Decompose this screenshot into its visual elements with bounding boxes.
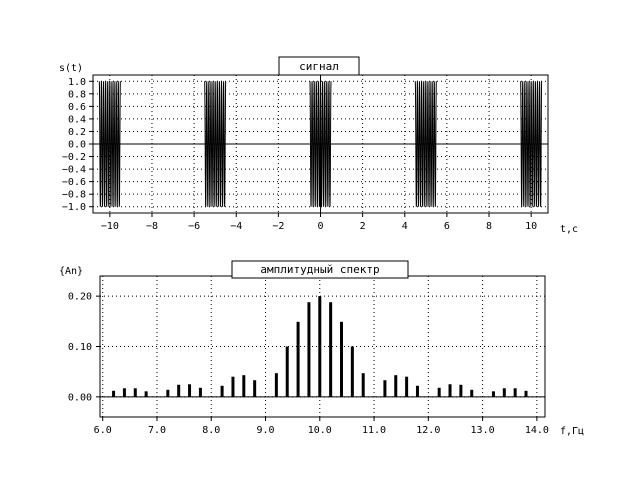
spectrum-bar	[177, 384, 181, 397]
signal-title: сигнал	[299, 60, 339, 73]
spectrum-bar	[296, 321, 300, 397]
signal-x-tick-label: −2	[272, 221, 284, 232]
signal-y-tick-label: −0.4	[62, 165, 86, 176]
spectrum-x-tick-label: 10.0	[308, 425, 332, 436]
spectrum-x-tick-label: 6.0	[94, 425, 112, 436]
spectrum-y-tick-label: 0.20	[68, 292, 92, 303]
spectrum-bar	[329, 302, 333, 397]
spectrum-bars	[112, 296, 528, 397]
spectrum-y-tick-label: 0.00	[68, 392, 92, 403]
spectrum-title-box	[231, 260, 409, 279]
spectrum-bar	[470, 389, 474, 397]
spectrum-y-tick-label: 0.10	[68, 342, 92, 353]
spectrum-bar	[459, 384, 463, 397]
spectrum-bar	[415, 385, 419, 397]
spectrum-x-tick-label: 8.0	[202, 425, 220, 436]
signal-y-tick-label: 0.4	[68, 114, 86, 125]
signal-pulse-burst	[520, 81, 543, 207]
signal-x-tick-label: −10	[101, 221, 119, 232]
signal-y-tick-label: −0.2	[62, 152, 86, 163]
spectrum-title: амплитудный спектр	[260, 263, 379, 276]
spectrum-bar	[394, 375, 398, 397]
spectrum-bar	[318, 296, 322, 397]
signal-y-axis-label: s(t)	[59, 63, 83, 74]
spectrum-bar	[285, 346, 289, 397]
spectrum-bar	[502, 388, 506, 397]
signal-y-tick-label: −1.0	[62, 202, 86, 213]
signal-x-tick-label: −4	[230, 221, 242, 232]
spectrum-x-tick-label: 12.0	[416, 425, 440, 436]
spectrum-bar	[524, 390, 528, 397]
signal-y-tick-label: 0.6	[68, 102, 86, 113]
spectrum-bar	[253, 380, 257, 397]
signal-pulse-burst	[414, 81, 437, 207]
spectrum-bar	[513, 388, 517, 397]
spectrum-bar	[166, 389, 170, 397]
spectrum-x-tick-label: 14.0	[525, 425, 549, 436]
signal-y-tick-label: 1.0	[68, 77, 86, 88]
spectrum-x-tick-label: 7.0	[148, 425, 166, 436]
signal-axes	[93, 75, 548, 213]
signal-y-tick-label: 0.0	[68, 140, 86, 151]
signal-x-tick-label: 6	[444, 221, 450, 232]
signal-y-tick-label: 0.2	[68, 127, 86, 138]
spectrum-bar	[437, 387, 441, 397]
signal-x-tick-label: 0	[317, 221, 323, 232]
spectrum-bar	[350, 346, 354, 397]
spectrum-x-tick-label: 11.0	[362, 425, 386, 436]
signal-x-axis-label: t,c	[560, 224, 578, 235]
signal-x-tick-label: 4	[402, 221, 408, 232]
spectrum-bar	[133, 388, 137, 397]
spectrum-bar	[361, 373, 365, 397]
spectrum-bar	[144, 391, 148, 397]
signal-y-tick-label: 0.8	[68, 89, 86, 100]
signal-x-tick-label: 8	[486, 221, 492, 232]
spectrum-bar	[188, 384, 192, 397]
spectrum-bar	[339, 321, 343, 397]
signal-plot: −10 −8 −6 −4 −2 0 2 4 6 8 10 1.00.8 0.60.4 0.2 0.0−0.2…	[59, 56, 578, 235]
spectrum-bar	[220, 385, 224, 397]
signal-pulse-burst	[204, 81, 227, 207]
spectrum-bar	[231, 376, 235, 397]
signal-y-tick-label: −0.8	[62, 190, 86, 201]
signal-title-box	[278, 56, 360, 76]
spectrum-bar	[405, 376, 409, 397]
spectrum-bar	[274, 373, 278, 397]
signal-x-tick-label: 2	[360, 221, 366, 232]
signal-x-tick-label: 10	[525, 221, 537, 232]
spectrum-ticks: 6.0 7.0 8.0 9.0 10.0 11.0 12.0 13.0 14.0 0.20 0.10…	[68, 292, 549, 436]
signal-x-tick-label: −6	[188, 221, 200, 232]
spectrum-bar	[448, 384, 452, 397]
spectrum-y-axis-label: {An}	[59, 266, 83, 277]
spectrum-bar	[307, 302, 311, 397]
spectrum-bar	[242, 375, 246, 397]
spectrum-x-tick-label: 13.0	[471, 425, 495, 436]
signal-pulse-burst	[98, 81, 121, 207]
signal-ticks: −10 −8 −6 −4 −2 0 2 4 6 8 10 1.00.8 0.60.4 0.2 0.0−0.2…	[62, 77, 537, 232]
spectrum-bar	[198, 387, 202, 397]
spectrum-plot: 6.0 7.0 8.0 9.0 10.0 11.0 12.0 13.0 14.0 0.20 0.10…	[59, 260, 584, 437]
spectrum-x-tick-label: 9.0	[256, 425, 274, 436]
spectrum-bar	[383, 380, 387, 397]
spectrum-bar	[112, 390, 116, 397]
spectrum-bar	[491, 391, 495, 397]
signal-x-tick-label: −8	[146, 221, 158, 232]
signal-y-tick-label: −0.6	[62, 177, 86, 188]
spectrum-x-axis-label: f,Гц	[560, 426, 584, 437]
spectrum-bar	[122, 388, 126, 397]
